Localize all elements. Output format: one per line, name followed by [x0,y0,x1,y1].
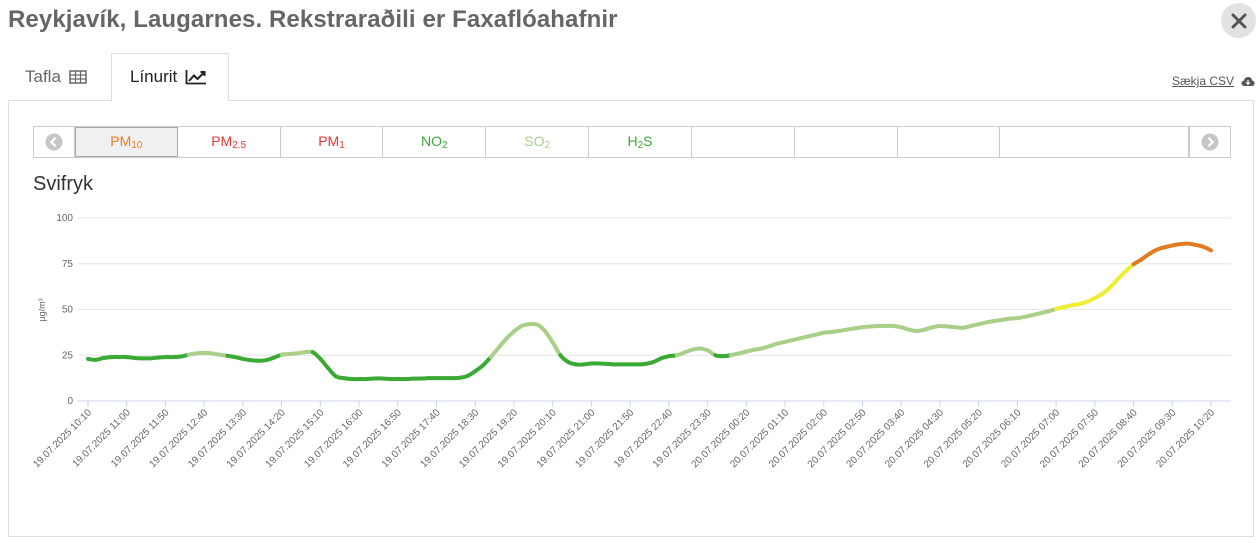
pollutant-so2[interactable]: SO2 [486,127,590,157]
chart-series [86,241,1213,382]
series-segment [542,328,555,345]
pollutant-pm1[interactable]: PM1 [281,127,384,157]
pollutant-empty-slot [795,127,898,157]
window-title: Reykjavík, Laugarnes. Rekstraraðili er F… [8,6,618,33]
pollutant-empty-slot [1000,127,1190,157]
download-csv-label: Sækja CSV [1172,74,1235,88]
chart-title: Svifryk [33,173,93,195]
close-button[interactable] [1221,3,1256,38]
series-segment [1201,244,1213,253]
pollutant-selector: PM10 PM2.5 PM1 NO2 SO2 H2S [33,126,1231,158]
pollutant-empty-slot [898,127,1001,157]
tab-chart[interactable]: Línurit [111,53,229,101]
chart-panel [8,100,1254,537]
y-tick-label: 75 [62,259,74,270]
pollutant-so2-label: SO2 [524,133,551,151]
y-axis-ticks: 0 25 50 75 100 [56,213,73,407]
pollutant-no2[interactable]: NO2 [383,127,487,157]
pollutant-empty-slot [692,127,795,157]
y-tick-label: 50 [62,305,74,316]
pollutant-h2s-label: H2S [627,133,653,151]
next-pollutant-button[interactable] [1189,127,1231,157]
tab-table-label: Tafla [25,66,61,86]
chart-gridlines [78,217,1231,402]
table-icon [69,69,87,84]
arrow-left-circle-icon [45,133,63,151]
y-axis-label: µg/m³ [37,298,47,321]
pollutant-pm25[interactable]: PM2.5 [178,127,281,157]
arrow-right-circle-icon [1201,133,1219,151]
line-chart-icon [185,70,207,85]
cloud-download-icon [1241,76,1255,86]
pollutant-pm25-label: PM2.5 [211,133,247,151]
prev-pollutant-button[interactable] [34,127,75,157]
pollutant-pm10[interactable]: PM10 [74,127,178,157]
pollutant-pm10-label: PM10 [110,133,143,151]
tab-table[interactable]: Tafla [8,53,108,100]
pollutant-no2-label: NO2 [421,133,448,151]
y-tick-label: 0 [67,396,73,407]
series-segment [550,340,563,358]
download-csv-link[interactable]: Sækja CSV [1172,74,1255,88]
pollutant-pm1-label: PM1 [318,133,345,151]
close-icon [1231,13,1246,28]
y-tick-label: 100 [56,213,73,224]
pollutant-h2s[interactable]: H2S [589,127,692,157]
y-tick-label: 25 [62,350,74,361]
tab-chart-label: Línurit [130,67,178,86]
